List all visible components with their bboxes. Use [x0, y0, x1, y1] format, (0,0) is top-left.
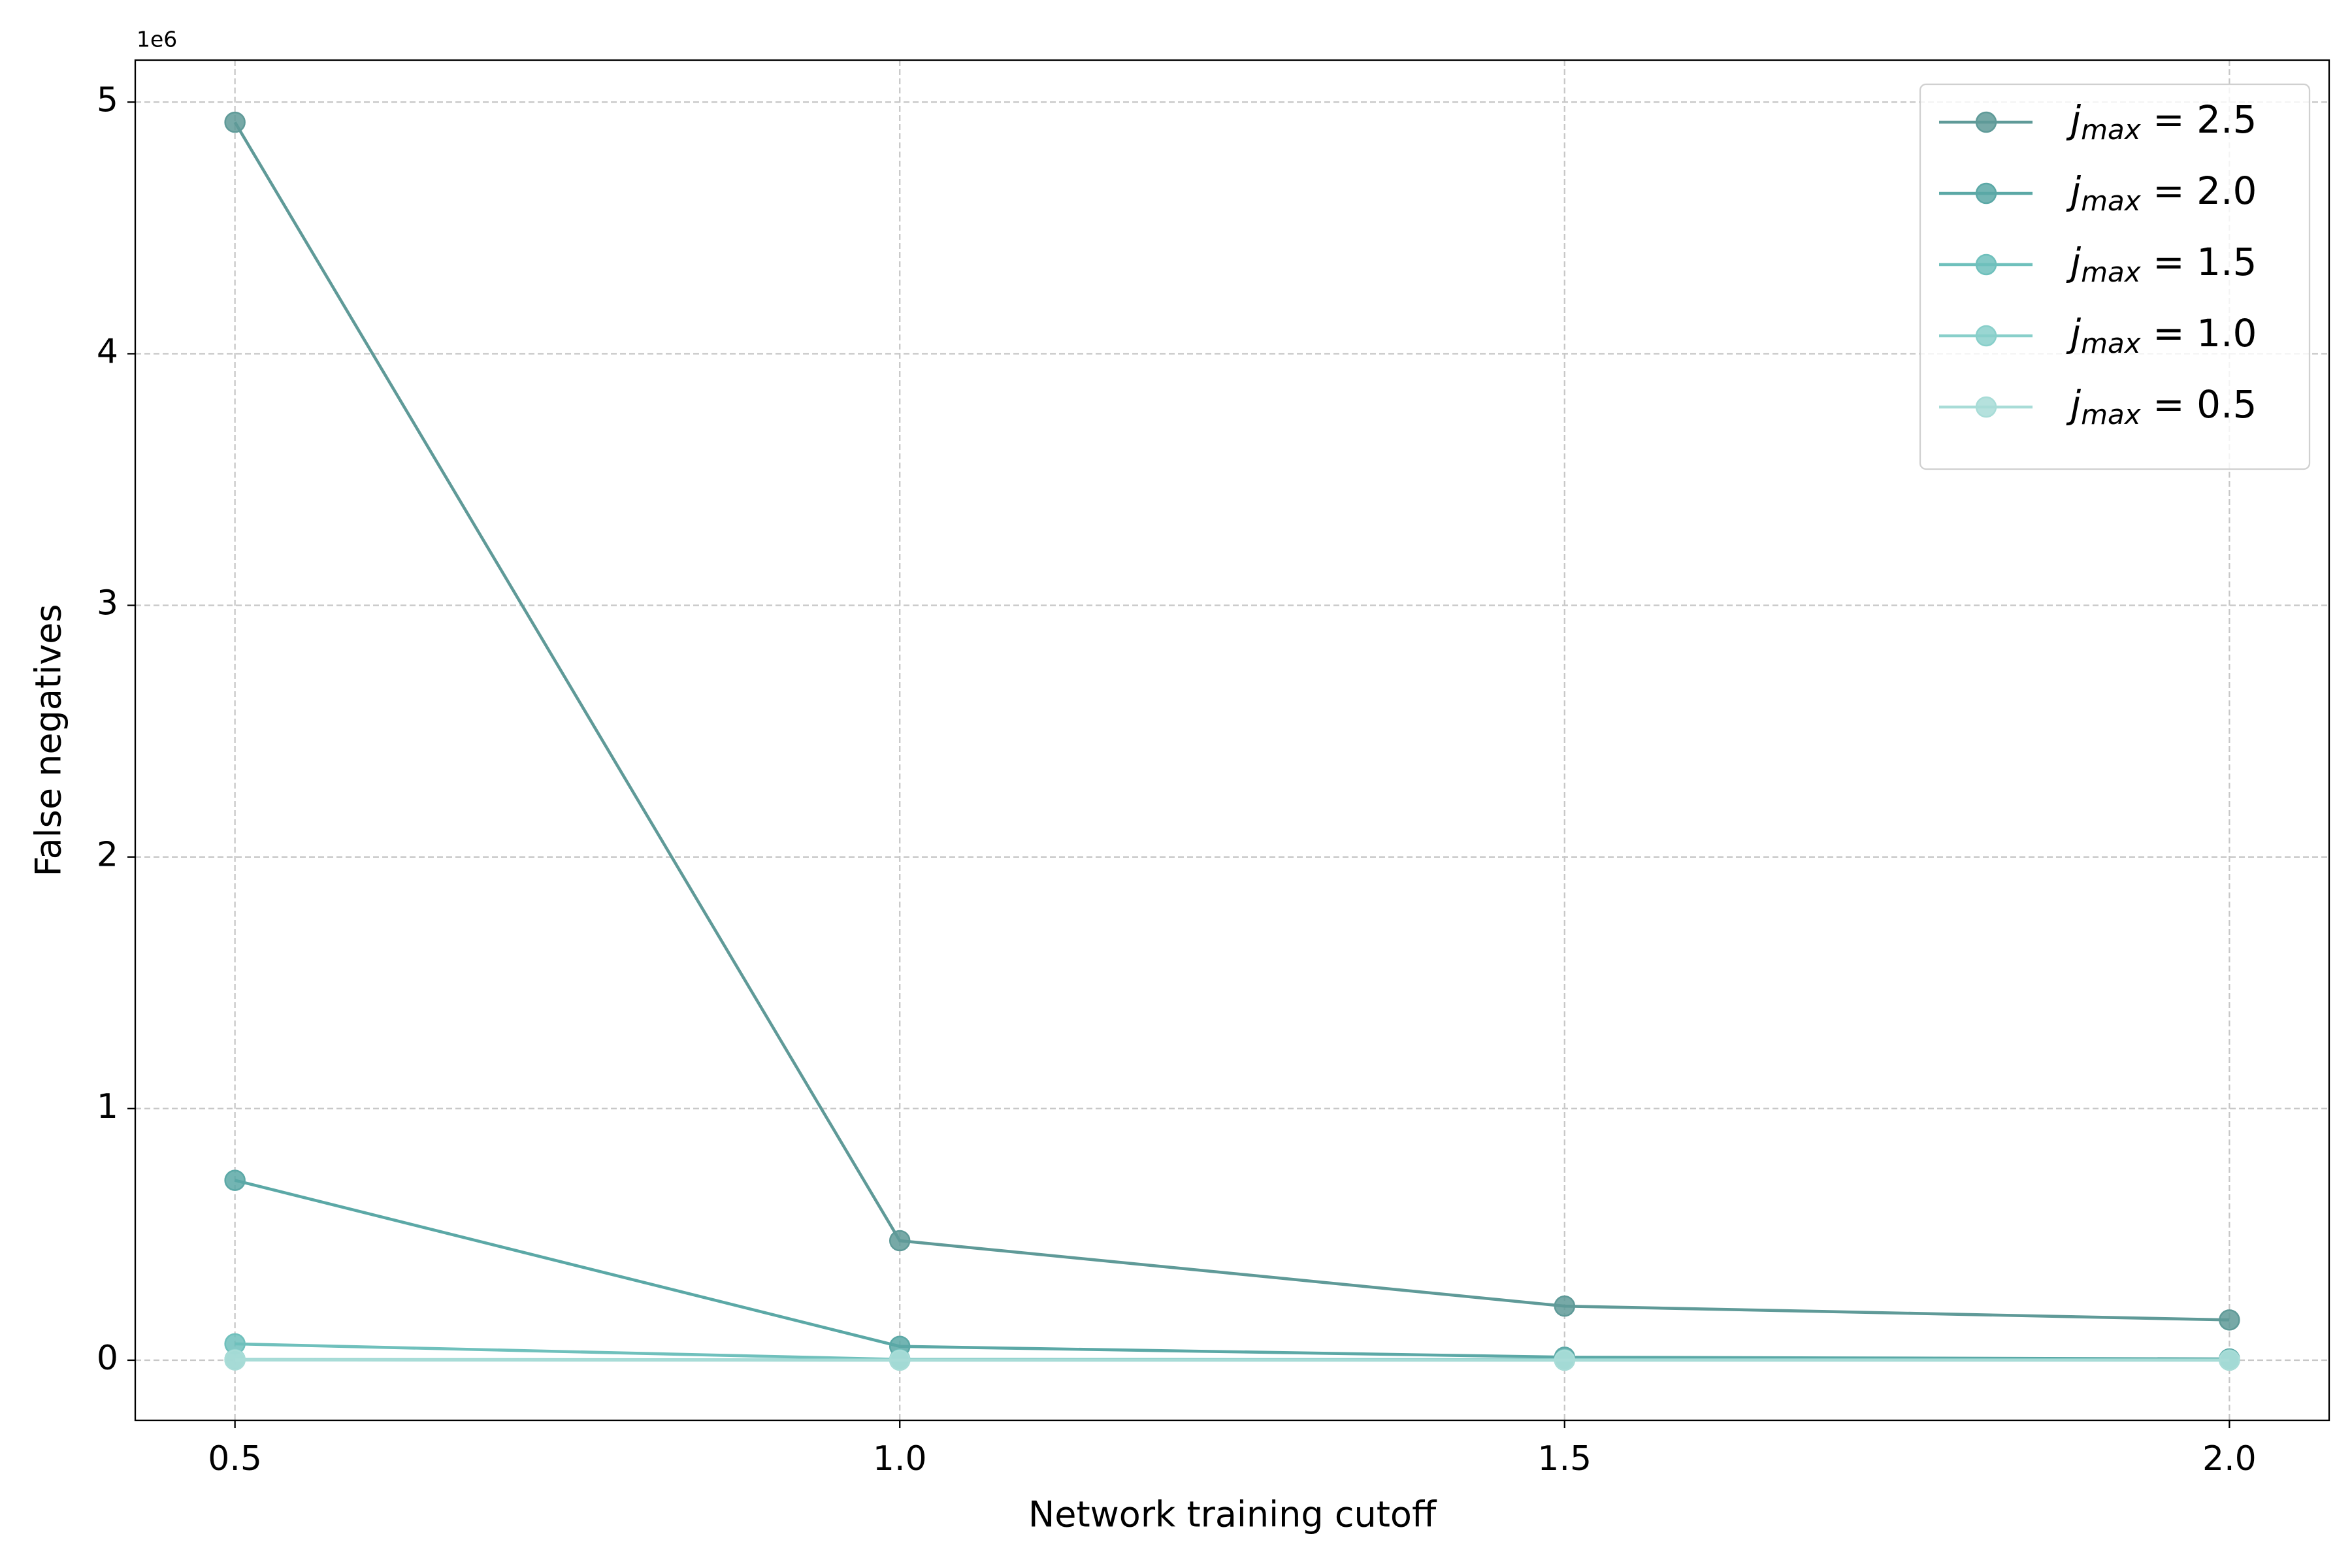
point	[224, 1169, 246, 1191]
plot-frame	[134, 59, 2330, 1422]
legend-value: = 0.5	[2141, 382, 2257, 427]
legend-marker	[1975, 325, 1997, 347]
point	[224, 111, 246, 133]
series-line	[235, 1179, 2230, 1361]
legend-label: jmax = 2.0	[2066, 169, 2257, 216]
y-offset-label: 1e6	[137, 27, 177, 52]
point	[2219, 1309, 2240, 1331]
legend-subscript: max	[2081, 327, 2142, 359]
y-tick-label: 0	[97, 1339, 118, 1378]
legend-subscript: max	[2081, 399, 2142, 431]
legend-subscript: max	[2081, 185, 2142, 217]
legend-box	[1919, 83, 2311, 470]
y-tick-label: 5	[97, 80, 118, 120]
x-tick-label: 1.0	[873, 1439, 927, 1478]
x-tick-label: 2.0	[2202, 1439, 2257, 1478]
legend-label: jmax = 2.5	[2066, 97, 2257, 145]
series-line	[233, 121, 2230, 1322]
point	[889, 1230, 911, 1252]
x-tick-label: 0.5	[208, 1439, 262, 1478]
legend-value: = 2.5	[2141, 97, 2257, 142]
legend-marker	[1975, 253, 1997, 276]
y-tick-label: 2	[97, 836, 118, 875]
y-axis-label: False negatives	[28, 604, 69, 876]
legend-marker	[1975, 111, 1997, 133]
x-tick-label: 1.5	[1537, 1439, 1592, 1478]
legend-marker	[1975, 182, 1997, 204]
legend-value: = 2.0	[2141, 169, 2257, 213]
y-tick-label: 4	[97, 332, 118, 371]
point	[1554, 1349, 1576, 1371]
y-tick-label: 1	[97, 1087, 118, 1126]
point	[1554, 1295, 1576, 1317]
legend-marker	[1975, 396, 1997, 418]
legend-subscript: max	[2081, 256, 2142, 288]
point	[2219, 1349, 2240, 1371]
legend-label: jmax = 0.5	[2066, 382, 2257, 430]
legend-subscript: max	[2081, 114, 2142, 146]
x-axis-label: Network training cutoff	[1028, 1494, 1437, 1535]
point	[889, 1349, 911, 1371]
legend-value: = 1.5	[2141, 240, 2257, 284]
y-tick-label: 3	[97, 584, 118, 623]
point	[224, 1349, 246, 1371]
legend-value: = 1.0	[2141, 311, 2257, 355]
